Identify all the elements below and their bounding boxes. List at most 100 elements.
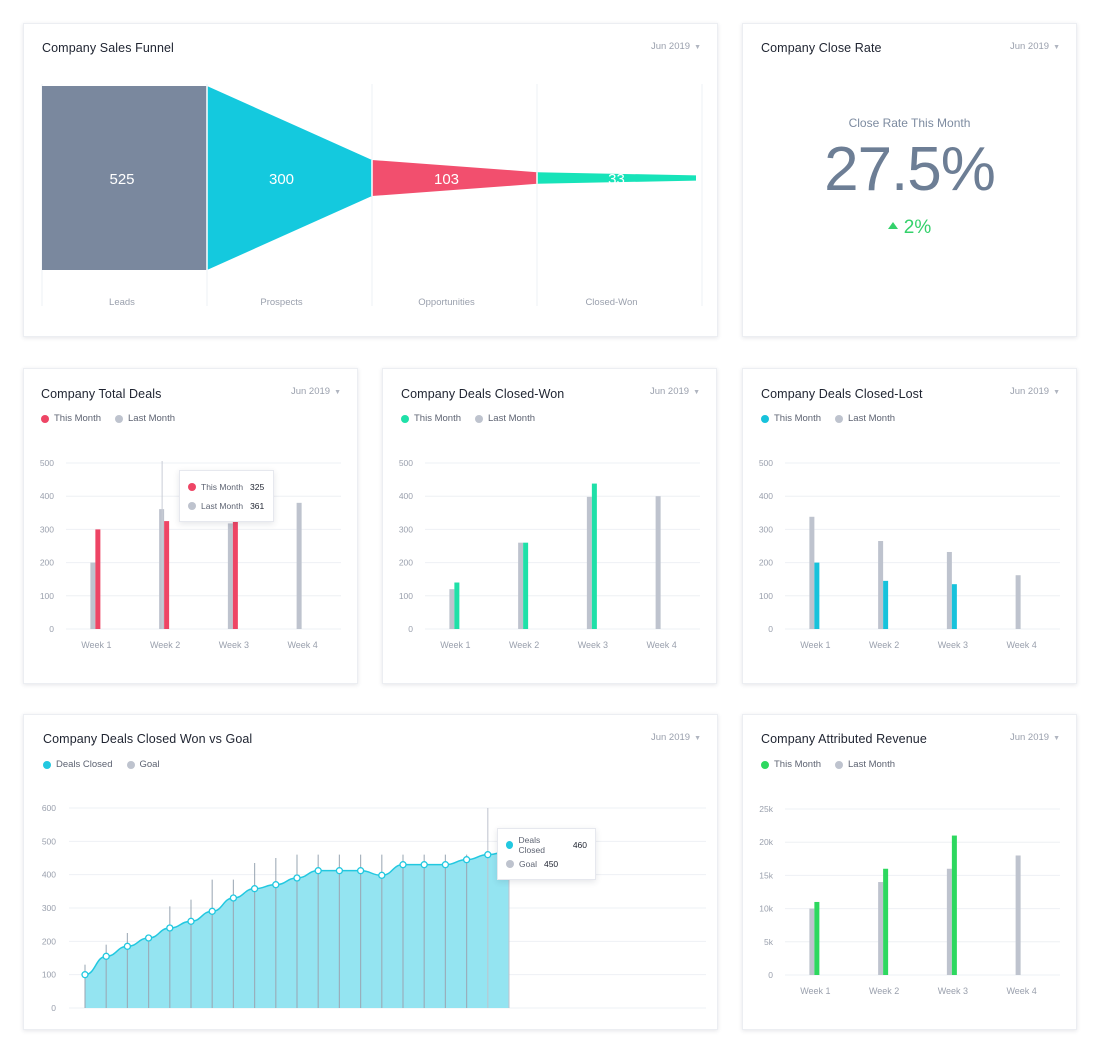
bar-this-month xyxy=(95,529,101,629)
card-title: Company Sales Funnel xyxy=(42,41,174,55)
close-rate-value: 27.5% xyxy=(824,135,996,204)
total-deals-chart: 0 100 200 300 400 500 Week 1 Week 2 Week 3 Week 4 xyxy=(40,458,341,650)
legend: This Month Last Month xyxy=(401,413,535,424)
bar-last-month xyxy=(518,542,524,629)
bar-this-month xyxy=(164,521,170,629)
period-label: Jun 2019 xyxy=(650,732,691,743)
closed-lost-card: Company Deals Closed-Lost Jun 2019 ▼ This… xyxy=(742,368,1077,684)
funnel-value-label: 103 xyxy=(434,171,459,188)
card-title: Company Deals Closed-Won xyxy=(401,387,565,401)
legend-dot xyxy=(835,414,843,423)
period-label: Jun 2019 xyxy=(650,41,691,52)
bar-this-month xyxy=(814,562,820,629)
y-tick-label: 400 xyxy=(42,870,56,880)
legend-item-this-month[interactable]: This Month xyxy=(761,413,821,424)
x-tick-label: Week 4 xyxy=(1006,986,1036,996)
bar-last-month xyxy=(655,496,661,629)
legend-label: Last Month xyxy=(848,413,895,424)
close-rate-card: Company Close Rate Jun 2019 ▼ Close Rate … xyxy=(742,23,1077,337)
bar-last-month xyxy=(946,868,952,975)
period-label: Jun 2019 xyxy=(1009,386,1050,397)
legend-label: This Month xyxy=(774,759,821,770)
legend-item-this-month[interactable]: This Month xyxy=(41,413,101,424)
legend-item-last-month[interactable]: Last Month xyxy=(835,759,895,770)
bar-this-month xyxy=(951,584,957,629)
period-dropdown[interactable]: Jun 2019 ▼ xyxy=(291,386,341,397)
bar-this-month xyxy=(883,580,889,629)
legend: Deals Closed Goal xyxy=(43,759,160,770)
tooltip-value: 460 xyxy=(572,839,587,850)
revenue-chart: 0 5k 10k 15k 20k 25k Week 1 Week 2 Week 3 Week 4 xyxy=(759,804,1060,996)
deals-closed-point xyxy=(123,942,132,950)
legend-item-this-month[interactable]: This Month xyxy=(401,413,461,424)
y-tick-label: 0 xyxy=(768,970,773,980)
chevron-down-icon: ▼ xyxy=(693,389,700,396)
tooltip-label: This Month xyxy=(201,481,244,492)
y-tick-label: 200 xyxy=(759,558,773,568)
y-tick-label: 500 xyxy=(40,458,54,468)
x-tick-label: Week 3 xyxy=(219,640,249,650)
legend-dot xyxy=(761,414,769,423)
funnel-chart: 525 Leads 300 Prospects 103 Opportunities 33 Cl… xyxy=(41,84,703,308)
bar-last-month xyxy=(227,523,233,629)
deals-closed-point xyxy=(272,881,280,889)
tooltip-label: Deals Closed xyxy=(518,834,545,855)
closed-lost-chart: 0 100 200 300 400 500 Week 1 Week 2 Week 3 Week 4 xyxy=(759,458,1060,650)
legend: This Month Last Month xyxy=(761,759,895,770)
bar-this-month xyxy=(523,542,529,629)
y-tick-label: 300 xyxy=(759,524,773,534)
funnel-segment-prospects xyxy=(207,86,372,270)
y-tick-label: 10k xyxy=(759,904,773,914)
funnel-stage-label: Opportunities xyxy=(418,297,475,308)
y-tick-label: 400 xyxy=(759,491,773,501)
period-dropdown[interactable]: Jun 2019 ▼ xyxy=(1010,41,1060,52)
card-title: Company Close Rate xyxy=(761,41,882,55)
bar-this-month xyxy=(814,901,820,975)
y-tick-label: 200 xyxy=(399,558,413,568)
bar-last-month xyxy=(1015,575,1021,629)
tooltip-dot xyxy=(506,859,514,868)
bar-last-month xyxy=(809,908,815,975)
x-tick-label: Week 4 xyxy=(646,640,676,650)
funnel-card: Company Sales Funnel Jun 2019 ▼ 525 Leads 3… xyxy=(23,23,718,337)
chevron-down-icon: ▼ xyxy=(1053,389,1060,396)
closed-won-card: Company Deals Closed-Won Jun 2019 ▼ This … xyxy=(382,368,717,684)
tooltip-value: 450 xyxy=(543,858,559,869)
won-vs-goal-chart: 0 100 200 300 400 500 600 xyxy=(42,803,706,1013)
y-tick-label: 0 xyxy=(768,624,773,634)
legend-item-deals-closed[interactable]: Deals Closed xyxy=(43,759,113,770)
bar-last-month xyxy=(90,562,96,629)
deals-closed-point xyxy=(144,934,153,942)
legend-item-this-month[interactable]: This Month xyxy=(761,759,821,770)
bar-last-month xyxy=(1015,855,1021,975)
legend-item-last-month[interactable]: Last Month xyxy=(115,413,175,424)
card-title: Company Attributed Revenue xyxy=(761,732,927,746)
y-tick-label: 500 xyxy=(42,836,56,846)
tooltip-value: 325 xyxy=(250,481,265,492)
funnel-stage-label: Closed-Won xyxy=(585,297,637,308)
legend-item-last-month[interactable]: Last Month xyxy=(475,413,535,424)
close-rate-change: 2% xyxy=(743,217,1076,239)
total-deals-card: Company Total Deals Jun 2019 ▼ This Month… xyxy=(23,368,358,684)
chevron-down-icon: ▼ xyxy=(334,389,341,396)
x-tick-label: Week 2 xyxy=(509,640,539,650)
closed-won-chart: 0 100 200 300 400 500 Week 1 Week 2 Week 3 Week 4 xyxy=(399,458,700,650)
y-tick-label: 0 xyxy=(49,624,54,634)
period-dropdown[interactable]: Jun 2019 ▼ xyxy=(650,386,700,397)
bar-last-month xyxy=(878,541,884,629)
legend-item-last-month[interactable]: Last Month xyxy=(835,413,895,424)
y-tick-label: 100 xyxy=(40,591,54,601)
legend-label: This Month xyxy=(414,413,461,424)
legend-label: Last Month xyxy=(488,413,535,424)
period-dropdown[interactable]: Jun 2019 ▼ xyxy=(651,732,701,743)
legend-label: Deals Closed xyxy=(56,759,113,770)
deals-closed-point xyxy=(166,924,174,932)
close-rate-label: Close Rate This Month xyxy=(848,116,971,130)
chevron-down-icon: ▼ xyxy=(1053,735,1060,742)
y-tick-label: 100 xyxy=(42,970,56,980)
period-dropdown[interactable]: Jun 2019 ▼ xyxy=(1010,732,1060,743)
period-dropdown[interactable]: Jun 2019 ▼ xyxy=(651,41,701,52)
legend-item-goal[interactable]: Goal xyxy=(126,759,160,770)
period-dropdown[interactable]: Jun 2019 ▼ xyxy=(1010,386,1060,397)
bar-this-month xyxy=(454,582,460,629)
